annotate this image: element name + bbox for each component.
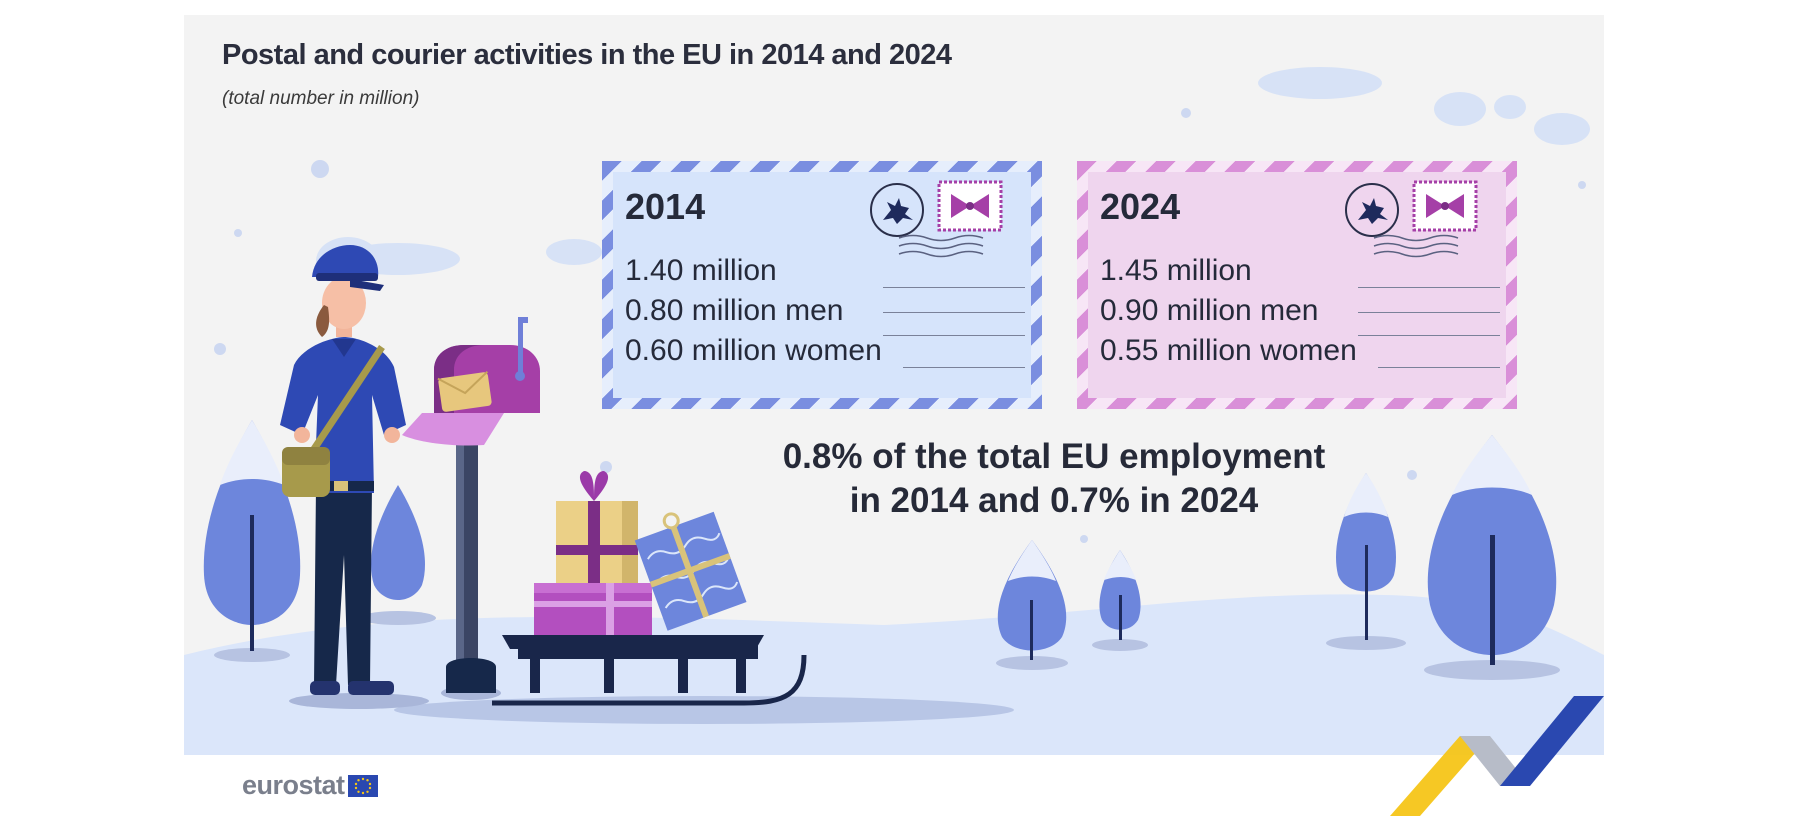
eurostat-logo: eurostat bbox=[242, 770, 378, 801]
brand-name: eurostat bbox=[242, 770, 345, 800]
sled-icon bbox=[492, 635, 807, 706]
card-rule bbox=[1358, 335, 1500, 336]
deer-stamp-icon bbox=[870, 183, 924, 237]
bow-stamp-icon bbox=[1412, 180, 1478, 232]
tree-icon bbox=[1326, 473, 1406, 650]
card-rule bbox=[883, 287, 1025, 288]
headline-line: in 2014 and 0.7% in 2024 bbox=[849, 481, 1259, 520]
card-men: 0.80 million men bbox=[625, 294, 844, 327]
card-total: 1.40 million bbox=[625, 254, 777, 287]
corner-chevron-logo bbox=[1390, 696, 1604, 816]
tree-icon bbox=[203, 420, 301, 662]
page-subtitle: (total number in million) bbox=[222, 88, 420, 109]
mailbox-icon bbox=[402, 317, 540, 700]
tree-icon bbox=[360, 485, 436, 625]
postmark-lines bbox=[1373, 234, 1459, 258]
deer-stamp-icon bbox=[1345, 183, 1399, 237]
postmark-lines bbox=[898, 234, 984, 258]
postcard-2014: 2014 1.40 million 0.80 million men 0.60 … bbox=[602, 161, 1042, 409]
card-rule bbox=[883, 312, 1025, 313]
stamp-group bbox=[1345, 180, 1478, 258]
envelope-icon bbox=[437, 370, 492, 412]
employment-headline: 0.8% of the total EU employment in 2014 … bbox=[754, 435, 1354, 523]
bow-stamp-icon bbox=[937, 180, 1003, 232]
card-rule bbox=[903, 367, 1025, 368]
infographic-panel: Postal and courier activities in the EU … bbox=[184, 15, 1604, 755]
page-title: Postal and courier activities in the EU … bbox=[222, 39, 952, 71]
card-year: 2024 bbox=[1100, 186, 1181, 227]
postcard-2024: 2024 1.45 million 0.90 million men 0.55 … bbox=[1077, 161, 1517, 409]
trees bbox=[203, 420, 1560, 680]
tree-icon bbox=[1424, 435, 1560, 680]
tree-icon bbox=[996, 540, 1068, 670]
tree-icon bbox=[1092, 550, 1148, 651]
card-rule bbox=[1378, 367, 1500, 368]
gift-icon bbox=[534, 471, 747, 635]
card-women: 0.55 million women bbox=[1100, 334, 1357, 367]
postal-worker bbox=[280, 245, 429, 709]
card-total: 1.45 million bbox=[1100, 254, 1252, 287]
card-rule bbox=[1358, 287, 1500, 288]
card-rule bbox=[883, 335, 1025, 336]
eu-flag-icon bbox=[347, 774, 378, 797]
headline-line: 0.8% of the total EU employment bbox=[782, 437, 1326, 476]
winter-scene-illustration bbox=[184, 67, 1604, 755]
stamp-group bbox=[870, 180, 1003, 258]
card-men: 0.90 million men bbox=[1100, 294, 1319, 327]
card-rule bbox=[1358, 312, 1500, 313]
card-women: 0.60 million women bbox=[625, 334, 882, 367]
card-year: 2014 bbox=[625, 186, 706, 227]
